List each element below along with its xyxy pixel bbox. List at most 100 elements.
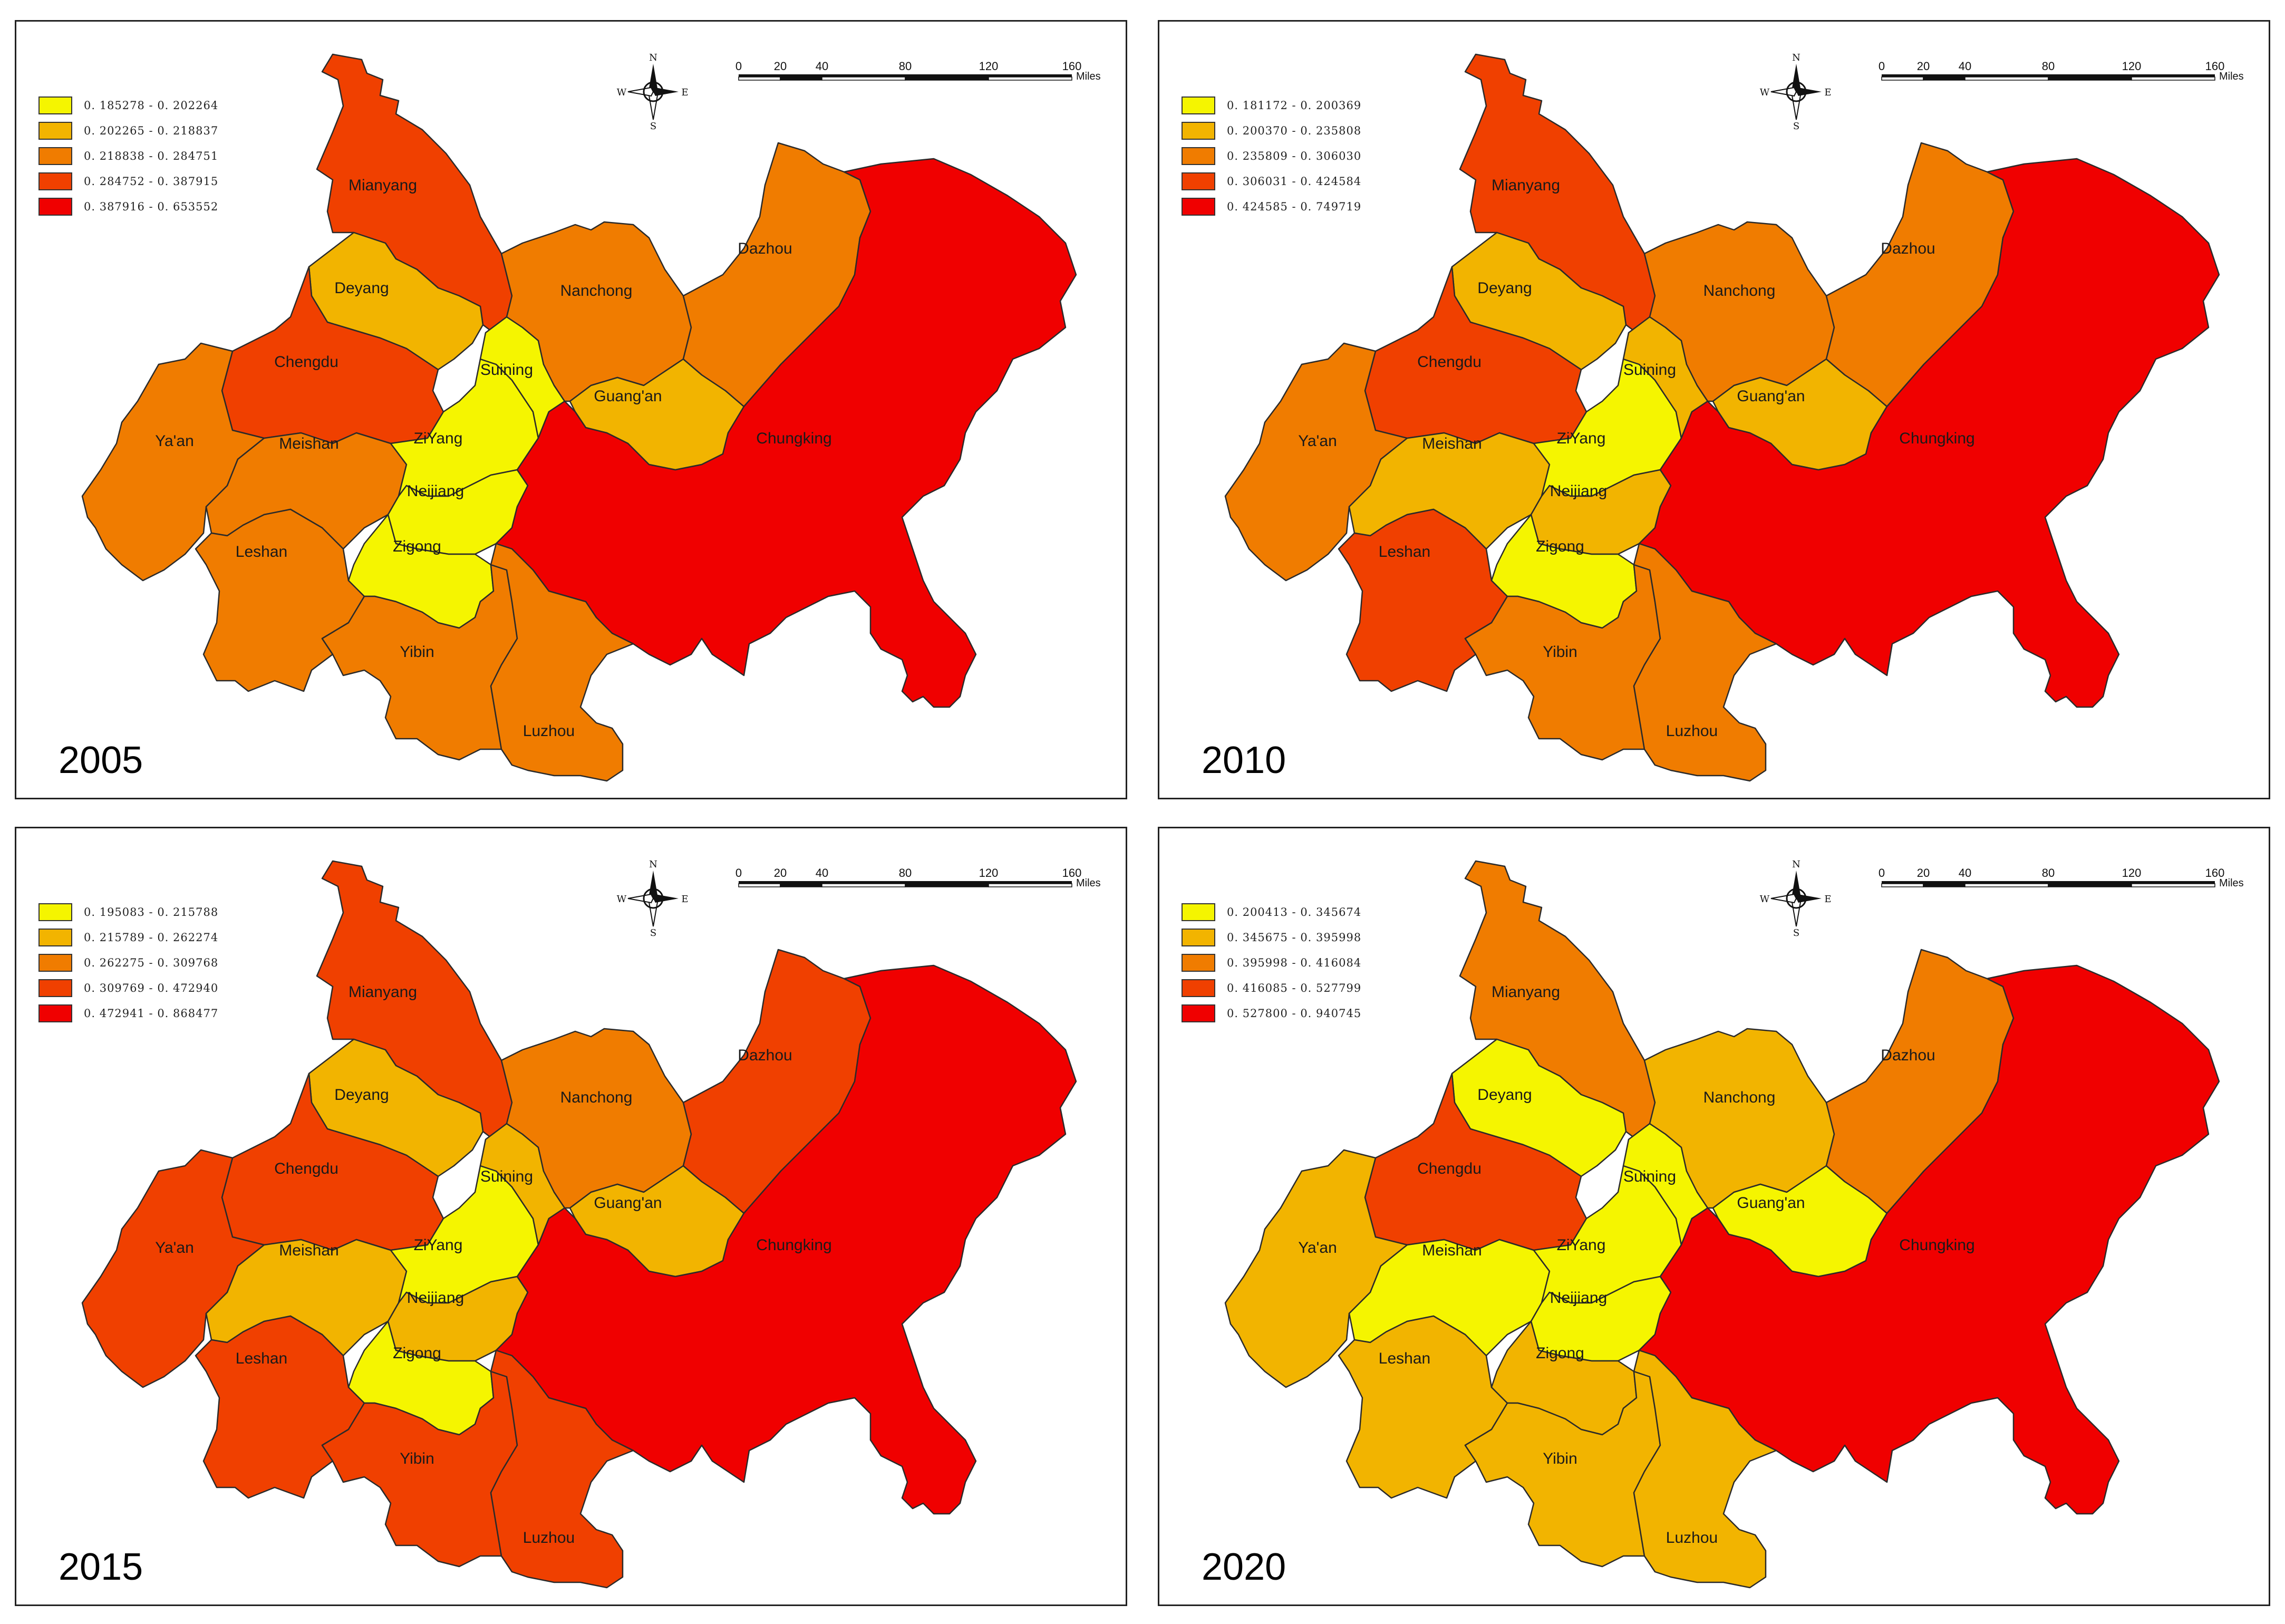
region-chungking [495, 964, 1077, 1515]
legend-swatch [1182, 979, 1215, 997]
legend-swatch [1182, 1004, 1215, 1022]
scale-tick-label: 120 [979, 866, 999, 879]
legend-label: 0. 395998 - 0. 416084 [1227, 956, 1362, 969]
region-label-zigong: Zigong [393, 538, 441, 555]
north-arrow-icon: N S W E [1760, 859, 1832, 938]
compass-w: W [617, 87, 627, 98]
region-label-suining: Suining [1623, 1168, 1676, 1185]
region-yaan [1224, 342, 1408, 582]
legend-item: 0. 200413 - 0. 345674 [1182, 900, 1361, 925]
region-label-guangan: Guang'an [594, 1194, 662, 1212]
legend-label: 0. 200413 - 0. 345674 [1227, 906, 1362, 919]
region-leshan [1338, 508, 1508, 692]
legend-label: 0. 235809 - 0. 306030 [1227, 150, 1362, 162]
legend: 0. 195083 - 0. 215788 0. 215789 - 0. 2622… [38, 900, 218, 1026]
legend: 0. 185278 - 0. 202264 0. 202265 - 0. 2188… [38, 93, 218, 219]
scale-tick-label: 20 [1917, 60, 1930, 73]
map-panel-2010: Mianyang Deyang Chengdu Ya'an Meishan Leshan Z… [1158, 20, 2270, 799]
region-label-neijiang: Neijiang [1550, 482, 1607, 500]
scale-tick-label: 0 [1879, 60, 1885, 73]
region-label-neijiang: Neijiang [1550, 1289, 1607, 1307]
legend-label: 0. 309769 - 0. 472940 [84, 982, 219, 994]
region-chungking [1638, 158, 2220, 708]
north-arrow-icon: N S W E [617, 52, 689, 131]
year-label: 2005 [59, 739, 143, 781]
legend-item: 0. 309769 - 0. 472940 [38, 975, 218, 1001]
region-label-neijiang: Neijiang [407, 1289, 464, 1307]
region-label-dazhou: Dazhou [1881, 240, 1935, 257]
legend-label: 0. 387916 - 0. 653552 [84, 200, 219, 213]
legend-item: 0. 416085 - 0. 527799 [1182, 975, 1361, 1001]
compass-e: E [1824, 894, 1831, 905]
region-label-leshan: Leshan [1379, 1350, 1430, 1367]
region-label-chengdu: Chengdu [1417, 1160, 1482, 1177]
region-yaan [81, 1149, 265, 1388]
region-label-chengdu: Chengdu [274, 1160, 338, 1177]
scale-tick-label: 120 [2122, 866, 2142, 879]
legend-swatch [1182, 903, 1215, 921]
legend-item: 0. 395998 - 0. 416084 [1182, 950, 1361, 975]
region-label-chengdu: Chengdu [274, 353, 338, 371]
region-label-guangan: Guang'an [1737, 1194, 1805, 1212]
region-label-suining: Suining [480, 361, 533, 379]
legend-swatch [1182, 929, 1215, 946]
scale-tick-label: 120 [979, 60, 999, 73]
region-label-ziyang: ZiYang [1557, 430, 1606, 447]
legend-label: 0. 306031 - 0. 424584 [1227, 175, 1362, 188]
region-label-deyang: Deyang [334, 1086, 389, 1104]
legend-label: 0. 345675 - 0. 395998 [1227, 931, 1362, 944]
legend: 0. 181172 - 0. 200369 0. 200370 - 0. 2358… [1182, 93, 1361, 219]
legend-item: 0. 235809 - 0. 306030 [1182, 143, 1361, 169]
region-label-yaan: Ya'an [155, 1239, 194, 1256]
scale-tick-label: 80 [2042, 866, 2055, 879]
scale-tick-label: 20 [774, 60, 787, 73]
region-label-chungking: Chungking [1899, 1236, 1974, 1254]
region-chungking [495, 158, 1077, 708]
region-leshan [195, 508, 365, 692]
region-label-nanchong: Nanchong [1703, 1089, 1776, 1106]
scale-tick-label: 160 [1062, 60, 1082, 73]
legend-item: 0. 202265 - 0. 218837 [38, 118, 218, 143]
legend-swatch [1182, 122, 1215, 140]
legend-label: 0. 185278 - 0. 202264 [84, 99, 219, 112]
scale-tick-label: 20 [1917, 866, 1930, 879]
legend: 0. 200413 - 0. 345674 0. 345675 - 0. 3959… [1182, 900, 1361, 1026]
region-label-nanchong: Nanchong [560, 1089, 633, 1106]
legend-item: 0. 185278 - 0. 202264 [38, 93, 218, 118]
scale-tick-label: 160 [2205, 866, 2225, 879]
scale-tick-label: 40 [1959, 866, 1971, 879]
compass-n: N [1792, 859, 1800, 870]
region-label-meishan: Meishan [279, 1242, 338, 1259]
legend-label: 0. 195083 - 0. 215788 [84, 906, 219, 919]
region-label-deyang: Deyang [1477, 1086, 1532, 1104]
region-luzhou [490, 543, 634, 782]
legend-label: 0. 181172 - 0. 200369 [1227, 99, 1362, 112]
legend-item: 0. 306031 - 0. 424584 [1182, 169, 1361, 194]
legend-swatch [1182, 954, 1215, 972]
scale-unit: Miles [2219, 877, 2244, 889]
scale-tick-label: 20 [774, 866, 787, 879]
compass-s: S [650, 927, 656, 938]
map-panel-2015: Mianyang Deyang Chengdu Ya'an Meishan Leshan Z… [15, 827, 1127, 1606]
legend-label: 0. 416085 - 0. 527799 [1227, 982, 1362, 994]
scale-tick-label: 0 [735, 866, 742, 879]
scale-tick-label: 40 [816, 866, 828, 879]
compass-s: S [1793, 927, 1799, 938]
region-label-nanchong: Nanchong [560, 282, 633, 299]
scale-tick-label: 0 [1879, 866, 1885, 879]
region-label-mianyang: Mianyang [1492, 983, 1560, 1001]
region-label-yibin: Yibin [400, 643, 434, 661]
scale-tick-label: 80 [899, 866, 912, 879]
legend-item: 0. 200370 - 0. 235808 [1182, 118, 1361, 143]
legend-label: 0. 424585 - 0. 749719 [1227, 200, 1362, 213]
region-leshan [195, 1315, 365, 1499]
compass-w: W [1760, 87, 1770, 98]
region-label-meishan: Meishan [279, 435, 338, 452]
region-label-zigong: Zigong [1536, 1345, 1584, 1362]
legend-item: 0. 195083 - 0. 215788 [38, 900, 218, 925]
compass-n: N [649, 859, 657, 870]
map-panel-2020: Mianyang Deyang Chengdu Ya'an Meishan Leshan Z… [1158, 827, 2270, 1606]
